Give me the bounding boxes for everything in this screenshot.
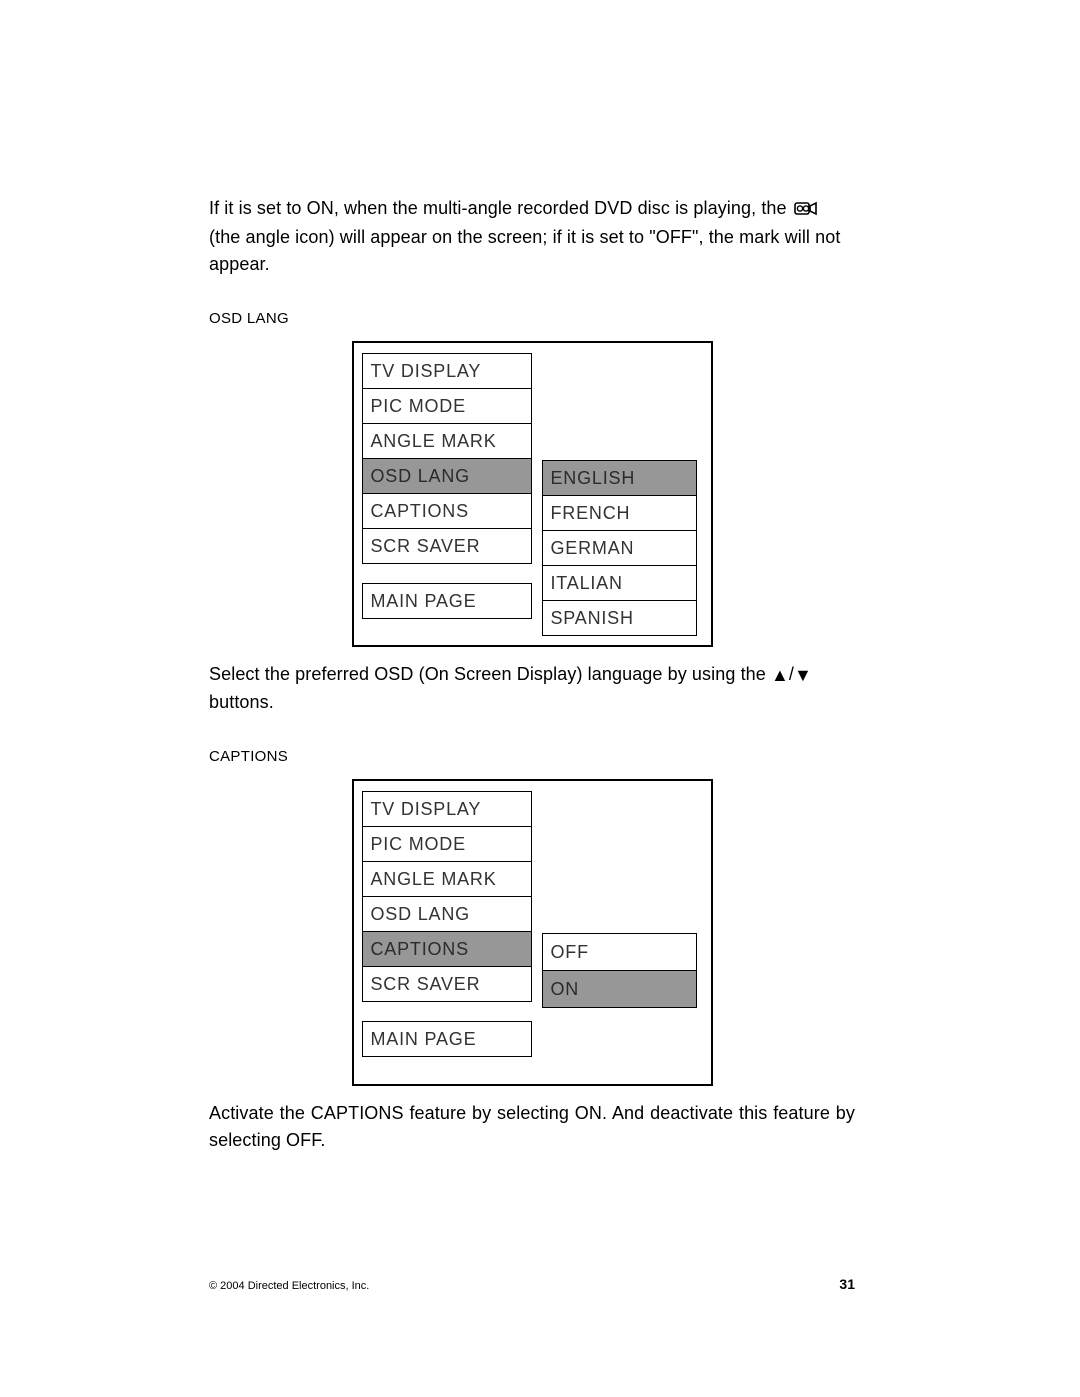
up-triangle-icon: ▲ <box>771 662 789 689</box>
option-english[interactable]: ENGLISH <box>542 460 697 496</box>
option-on[interactable]: ON <box>542 970 697 1008</box>
intro-text-pre: If it is set to ON, when the multi-angle… <box>209 198 792 218</box>
option-off[interactable]: OFF <box>542 933 697 971</box>
menu-item-captions[interactable]: CAPTIONS <box>362 493 532 529</box>
menu-captions: TV DISPLAY PIC MODE ANGLE MARK OSD LANG … <box>352 779 713 1086</box>
menu-item-main-page[interactable]: MAIN PAGE <box>362 583 532 619</box>
option-spanish[interactable]: SPANISH <box>542 600 697 636</box>
menu-left-col: TV DISPLAY PIC MODE ANGLE MARK OSD LANG … <box>362 791 532 1056</box>
osd-caption-pre: Select the preferred OSD (On Screen Disp… <box>209 664 771 684</box>
menu-item-osd-lang[interactable]: OSD LANG <box>362 458 532 494</box>
section-heading-osd-lang: OSD LANG <box>209 310 855 327</box>
option-french[interactable]: FRENCH <box>542 495 697 531</box>
menu-spacer <box>362 563 532 583</box>
camera-angle-icon <box>794 197 820 224</box>
menu-item-pic-mode[interactable]: PIC MODE <box>362 388 532 424</box>
menu-item-tv-display[interactable]: TV DISPLAY <box>362 791 532 827</box>
right-col-offset <box>542 353 697 460</box>
menu-item-tv-display[interactable]: TV DISPLAY <box>362 353 532 389</box>
intro-text-line2: angle icon) will appear on the screen; i… <box>209 227 840 274</box>
footer-copyright: © 2004 Directed Electronics, Inc. <box>209 1280 369 1292</box>
menu-item-scr-saver[interactable]: SCR SAVER <box>362 966 532 1002</box>
menu-right-col: ENGLISH FRENCH GERMAN ITALIAN SPANISH <box>542 353 697 635</box>
option-italian[interactable]: ITALIAN <box>542 565 697 601</box>
option-german[interactable]: GERMAN <box>542 530 697 566</box>
osd-caption-post: buttons. <box>209 692 274 712</box>
page-content: If it is set to ON, when the multi-angle… <box>209 195 855 1154</box>
menu-item-pic-mode[interactable]: PIC MODE <box>362 826 532 862</box>
menu-left-col: TV DISPLAY PIC MODE ANGLE MARK OSD LANG … <box>362 353 532 635</box>
intro-text-post1: (the <box>209 227 240 247</box>
menu-spacer <box>362 1001 532 1021</box>
menu-osd-lang: TV DISPLAY PIC MODE ANGLE MARK OSD LANG … <box>352 341 713 647</box>
page-footer: © 2004 Directed Electronics, Inc. 31 <box>209 1276 855 1292</box>
menu-item-osd-lang[interactable]: OSD LANG <box>362 896 532 932</box>
menu-item-angle-mark[interactable]: ANGLE MARK <box>362 861 532 897</box>
footer-page-number: 31 <box>839 1276 855 1292</box>
down-triangle-icon: ▼ <box>794 662 812 689</box>
menu-item-main-page[interactable]: MAIN PAGE <box>362 1021 532 1057</box>
section-heading-captions: CAPTIONS <box>209 748 855 765</box>
menu-item-angle-mark[interactable]: ANGLE MARK <box>362 423 532 459</box>
osd-lang-caption: Select the preferred OSD (On Screen Disp… <box>209 661 855 716</box>
intro-paragraph: If it is set to ON, when the multi-angle… <box>209 195 855 278</box>
menu-item-captions[interactable]: CAPTIONS <box>362 931 532 967</box>
menu-right-col: OFF ON <box>542 791 697 1056</box>
captions-caption: Activate the CAPTIONS feature by selecti… <box>209 1100 855 1154</box>
menu-item-scr-saver[interactable]: SCR SAVER <box>362 528 532 564</box>
right-col-offset <box>542 791 697 933</box>
